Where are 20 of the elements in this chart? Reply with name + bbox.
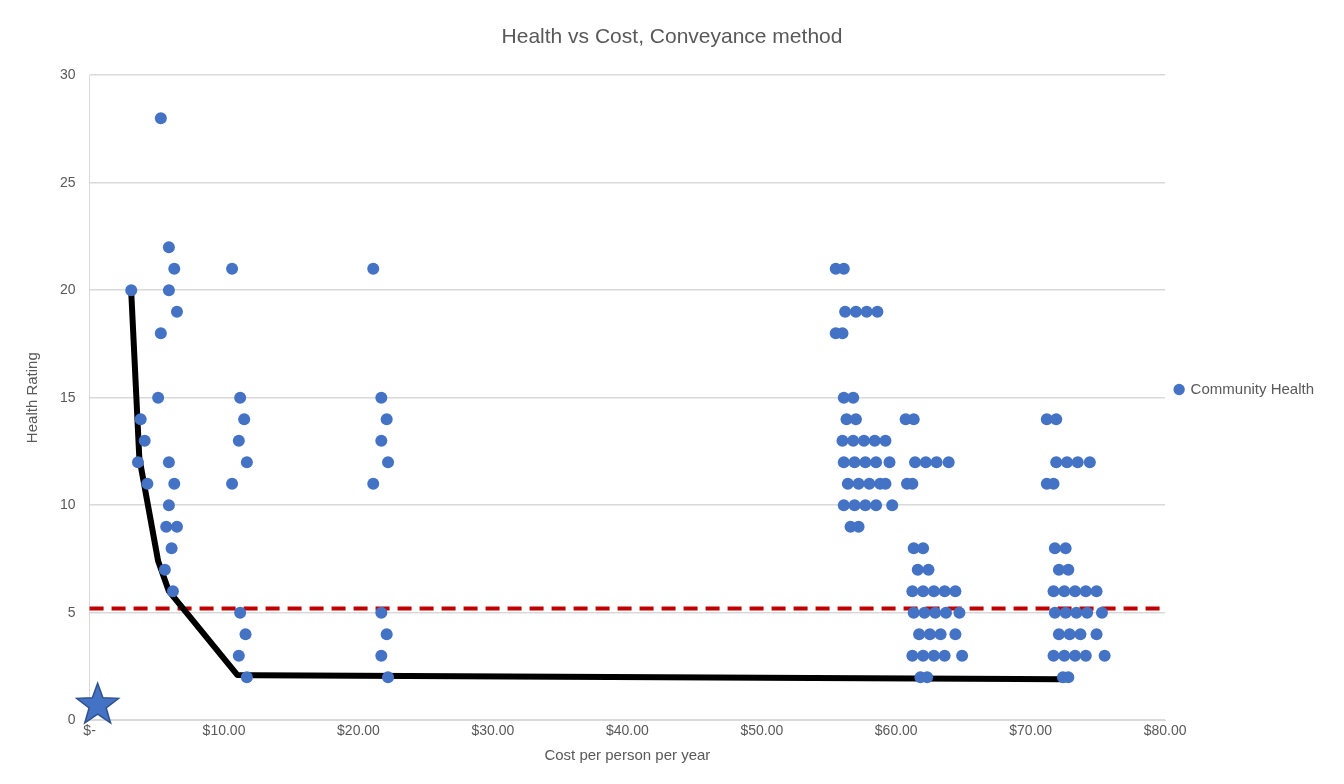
x-tick-label: $60.00 <box>874 722 918 739</box>
x-tick-label: $20.00 <box>337 722 381 739</box>
y-axis-title: Health Rating <box>23 352 41 444</box>
y-tick-label: 10 <box>59 496 76 513</box>
y-tick-label: 15 <box>59 388 76 405</box>
x-axis-title: Cost per person per year <box>544 746 711 764</box>
y-tick-label: 20 <box>59 281 76 298</box>
y-tick-label: 30 <box>59 66 76 83</box>
x-tick-label: $- <box>83 722 97 739</box>
legend-label: Community Health <box>1190 379 1315 397</box>
x-tick-label: $40.00 <box>605 722 649 739</box>
x-tick-label: $50.00 <box>740 722 784 739</box>
y-tick-label: 25 <box>59 173 76 190</box>
y-tick-label: 5 <box>67 603 76 620</box>
x-tick-label: $70.00 <box>1009 722 1053 739</box>
chart-title: Health vs Cost, Conveyance method <box>501 24 843 48</box>
y-tick-label: 0 <box>67 711 76 728</box>
x-tick-label: $10.00 <box>202 722 246 739</box>
x-tick-label: $30.00 <box>471 722 515 739</box>
x-tick-label: $80.00 <box>1143 722 1187 739</box>
